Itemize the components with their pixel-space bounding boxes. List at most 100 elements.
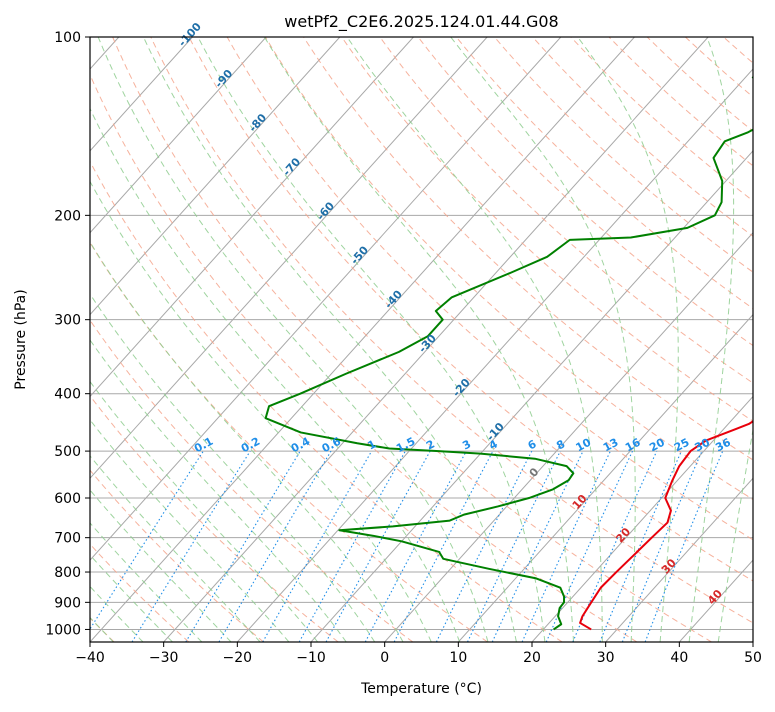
mixing-ratio-label: 1 [366, 437, 379, 452]
y-tick-label: 600 [54, 491, 81, 507]
moist-adiabat-line [90, 380, 319, 642]
mixing-ratio-line [599, 450, 682, 642]
mixing-ratio-label: 25 [672, 436, 692, 455]
dry-adiabat-line [226, 37, 753, 541]
mixing-ratio-line [364, 450, 467, 642]
chart-title: wetPf2_C2E6.2025.124.01.44.G08 [284, 12, 558, 32]
isotherm-label: -50 [348, 243, 371, 267]
isotherm-line [90, 37, 414, 398]
mixing-ratio-line [644, 450, 724, 642]
mixing-ratio-label: 16 [623, 436, 643, 455]
dry-adiabat-line [417, 37, 753, 347]
isotherm-line [90, 37, 562, 561]
mixing-ratio-label: 1.5 [394, 435, 417, 456]
mixing-ratio-line [435, 450, 533, 642]
moist-adiabat-line [450, 37, 636, 642]
dry-adiabat-line [608, 37, 753, 167]
moist-adiabat-line [90, 293, 376, 642]
moist-adiabat-line [97, 37, 489, 642]
isotherm-label-warm: 30 [659, 556, 679, 576]
mixing-ratio-label: 36 [713, 436, 733, 455]
dry-adiabat-line [90, 469, 264, 642]
mixing-ratio-label: 3 [460, 437, 473, 452]
x-tick-label: 20 [523, 650, 541, 666]
moist-adiabat-line [197, 37, 546, 642]
dewpoint-profile-line [264, 76, 753, 631]
x-tick-label: −10 [296, 650, 326, 666]
temperature-profile-line [579, 420, 753, 631]
y-tick-label: 500 [54, 444, 81, 460]
moist-adiabat-line [264, 37, 575, 642]
dry-adiabat-line [532, 37, 753, 237]
isotherm-label: -100 [176, 20, 204, 49]
dry-adiabat-line [112, 37, 712, 642]
x-tick-label: 0 [380, 650, 389, 666]
mixing-ratio-label: 0.4 [289, 435, 313, 456]
dry-adiabat-line [150, 37, 753, 624]
isotherm-line [236, 68, 753, 642]
y-tick-label: 800 [54, 565, 81, 581]
isotherm-line [531, 395, 753, 642]
x-tick-label: 30 [597, 650, 615, 666]
mixing-ratio-line [467, 450, 561, 642]
plot-frame [89, 36, 754, 643]
mixing-ratio-line [131, 450, 251, 642]
isotherm-label: -70 [280, 155, 303, 179]
y-tick-label: 300 [54, 313, 81, 329]
moist-adiabat-line [90, 241, 404, 642]
isotherm-label-warm: 20 [613, 525, 633, 545]
isotherm-label: -30 [416, 332, 439, 356]
x-tick-label: 50 [744, 650, 762, 666]
dry-adiabat-line [455, 37, 753, 310]
isotherm-line [752, 641, 753, 642]
dry-adiabat-line [90, 394, 339, 642]
isotherm-line [90, 37, 488, 480]
moist-adiabat-line [577, 37, 679, 642]
mixing-ratio-line [621, 450, 703, 642]
y-tick-label: 400 [54, 387, 81, 403]
moist-adiabat-line [688, 37, 735, 642]
mixing-ratio-label: 13 [601, 436, 621, 455]
mixing-ratio-line [325, 450, 431, 642]
x-tick-label: −40 [75, 650, 105, 666]
mixing-ratio-line [298, 450, 406, 642]
dry-adiabat-line [90, 543, 190, 642]
mixing-ratio-label: 30 [692, 436, 712, 455]
moist-adiabat-line [717, 427, 753, 642]
mixing-ratio-line [90, 450, 204, 630]
isotherm-line [90, 37, 635, 642]
dry-adiabat-line [341, 37, 753, 422]
isotherm-label: -80 [246, 111, 269, 135]
x-tick-label: 10 [449, 650, 467, 666]
y-tick-label: 900 [54, 595, 81, 611]
isotherm-line [678, 559, 753, 642]
moist-adiabat-line [90, 455, 261, 642]
mixing-ratio-line [393, 450, 494, 642]
x-axis-label: Temperature (°C) [360, 681, 482, 697]
mixing-ratio-label: 0.1 [192, 435, 215, 456]
x-tick-label: −30 [149, 650, 179, 666]
moist-adiabat-line [90, 339, 347, 642]
dry-adiabat-line [762, 37, 775, 642]
y-axis-label: Pressure (hPa) [13, 289, 29, 389]
dry-adiabat-line [90, 160, 563, 642]
dry-adiabat-line [723, 37, 753, 64]
y-tick-label: 700 [54, 531, 81, 547]
isotherm-line [605, 477, 753, 642]
isotherm-line [384, 231, 753, 642]
isotherm-label: -60 [314, 199, 337, 223]
mixing-ratio-label: 6 [526, 437, 539, 452]
dry-adiabat-line [646, 37, 753, 132]
isotherm-line [310, 150, 753, 642]
y-tick-label: 100 [54, 30, 81, 46]
mixing-ratio-label: 20 [647, 436, 667, 455]
mixing-ratio-line [572, 450, 658, 642]
isotherm-label: -20 [450, 376, 473, 400]
y-tick-label: 200 [54, 208, 81, 224]
mixing-ratio-label: 0.2 [239, 435, 262, 456]
isotherm-label: -40 [382, 287, 405, 311]
dry-adiabat-line [90, 319, 414, 642]
moist-adiabat-line [90, 419, 290, 642]
